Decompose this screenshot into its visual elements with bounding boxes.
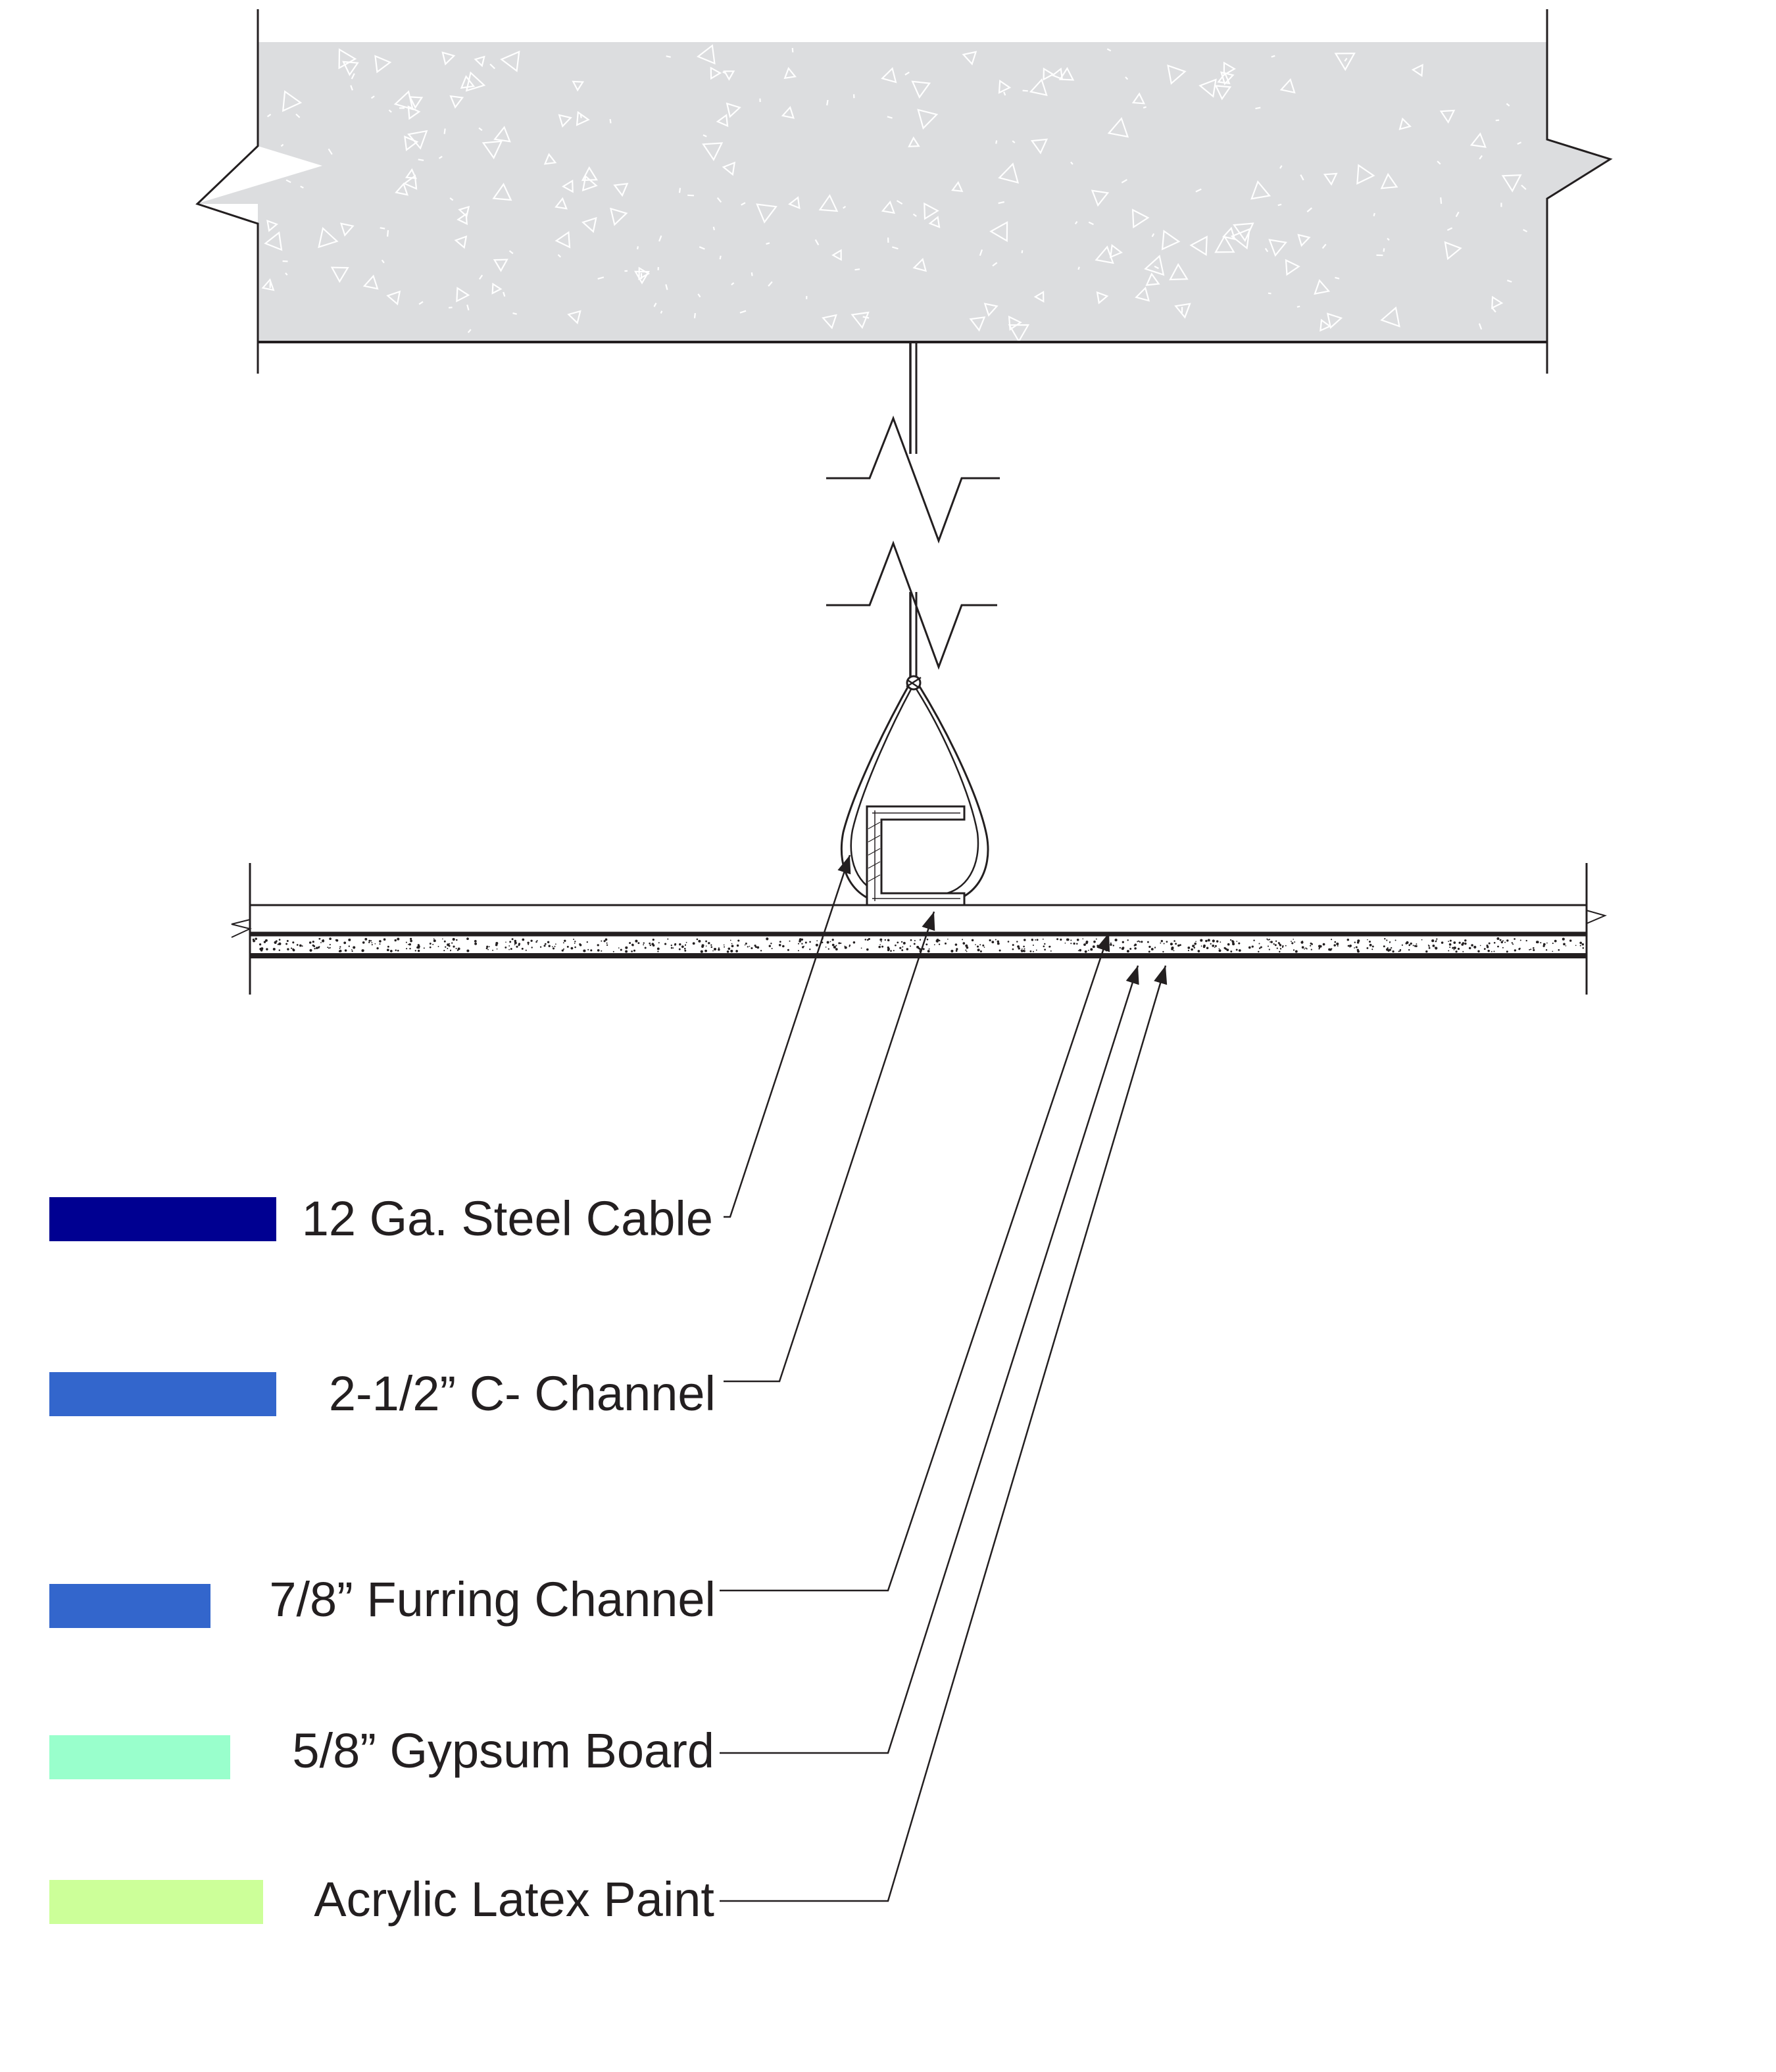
leader-furring-channel [720, 932, 1110, 1592]
legend-swatch-c-channel [49, 1372, 276, 1416]
concrete-slab [195, 9, 1613, 374]
legend-item-c-channel: 2-1/2” C- Channel [49, 1366, 716, 1421]
legend-item-steel-cable: 12 Ga. Steel Cable [49, 1191, 713, 1246]
legend-label-furring-channel: 7/8” Furring Channel [269, 1572, 716, 1627]
concrete-slab-fill [196, 42, 1610, 342]
legend-item-latex-paint: Acrylic Latex Paint [49, 1872, 714, 1927]
leader-steel-cable [724, 854, 851, 1218]
leader-lines [720, 854, 1168, 1902]
break-symbol [826, 415, 1000, 670]
legend: 12 Ga. Steel Cable 2-1/2” C- Channel 7/8… [49, 1191, 716, 1927]
concrete-slab-outline [195, 9, 1613, 374]
c-channel [866, 805, 966, 906]
ceiling-assembly [231, 863, 1607, 995]
leader-gypsum-board [720, 965, 1139, 1754]
legend-label-gypsum-board: 5/8” Gypsum Board [292, 1723, 714, 1778]
legend-swatch-furring-channel [49, 1584, 210, 1628]
concrete-aggregate-texture [261, 44, 1528, 343]
legend-label-latex-paint: Acrylic Latex Paint [314, 1872, 714, 1927]
hanger-wire [909, 343, 918, 678]
legend-item-furring-channel: 7/8” Furring Channel [49, 1572, 716, 1628]
legend-swatch-latex-paint [49, 1880, 263, 1924]
legend-label-c-channel: 2-1/2” C- Channel [329, 1366, 716, 1421]
legend-label-steel-cable: 12 Ga. Steel Cable [302, 1191, 713, 1246]
legend-swatch-gypsum-board [49, 1735, 230, 1779]
legend-swatch-steel-cable [49, 1197, 276, 1241]
leader-c-channel [724, 911, 935, 1383]
steel-cable-loop [840, 675, 989, 904]
leader-latex-paint [720, 965, 1168, 1902]
gypsum-board-core [250, 935, 1587, 955]
legend-item-gypsum-board: 5/8” Gypsum Board [49, 1723, 714, 1779]
